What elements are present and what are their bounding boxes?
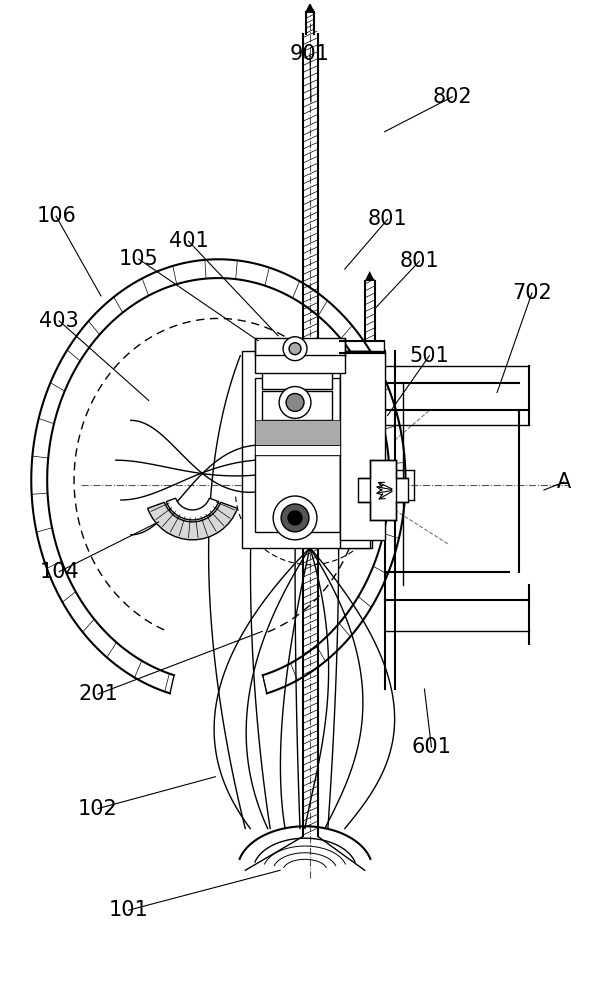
Bar bbox=[255, 420, 340, 445]
Circle shape bbox=[289, 343, 301, 355]
Text: 105: 105 bbox=[119, 249, 159, 269]
Bar bbox=[340, 351, 385, 540]
Wedge shape bbox=[148, 502, 238, 540]
Text: A: A bbox=[557, 472, 571, 492]
Text: 702: 702 bbox=[512, 283, 552, 303]
Circle shape bbox=[283, 337, 307, 361]
Circle shape bbox=[281, 504, 309, 532]
Text: 901: 901 bbox=[290, 44, 330, 64]
Bar bbox=[255, 338, 345, 356]
Circle shape bbox=[279, 387, 311, 418]
Bar bbox=[262, 369, 332, 389]
Text: 201: 201 bbox=[78, 684, 118, 704]
Text: 403: 403 bbox=[39, 311, 79, 331]
Text: 401: 401 bbox=[168, 231, 208, 251]
Bar bbox=[255, 445, 340, 455]
Text: 106: 106 bbox=[36, 206, 76, 226]
Text: 101: 101 bbox=[109, 900, 148, 920]
Circle shape bbox=[288, 511, 302, 525]
Bar bbox=[242, 351, 371, 548]
Bar bbox=[340, 351, 385, 540]
Text: 102: 102 bbox=[78, 799, 118, 819]
Circle shape bbox=[286, 393, 304, 411]
Bar bbox=[370, 460, 396, 520]
Bar bbox=[262, 369, 332, 389]
Bar bbox=[340, 351, 370, 548]
Circle shape bbox=[273, 496, 317, 540]
Bar bbox=[255, 355, 345, 373]
Text: 501: 501 bbox=[410, 346, 449, 366]
Bar bbox=[255, 420, 340, 445]
Text: 801: 801 bbox=[399, 251, 439, 271]
Wedge shape bbox=[166, 498, 219, 520]
Bar bbox=[255, 338, 345, 356]
Bar bbox=[255, 378, 340, 532]
Text: 601: 601 bbox=[411, 737, 451, 757]
Bar bbox=[242, 351, 371, 548]
Text: 801: 801 bbox=[368, 209, 407, 229]
Polygon shape bbox=[365, 271, 375, 281]
Text: 104: 104 bbox=[39, 562, 79, 582]
Text: 802: 802 bbox=[433, 87, 472, 107]
Bar bbox=[255, 445, 340, 455]
Bar bbox=[340, 351, 370, 548]
Bar bbox=[255, 355, 345, 373]
Bar bbox=[262, 391, 332, 420]
Polygon shape bbox=[306, 4, 314, 12]
Bar bbox=[358, 478, 407, 502]
Bar bbox=[262, 391, 332, 420]
